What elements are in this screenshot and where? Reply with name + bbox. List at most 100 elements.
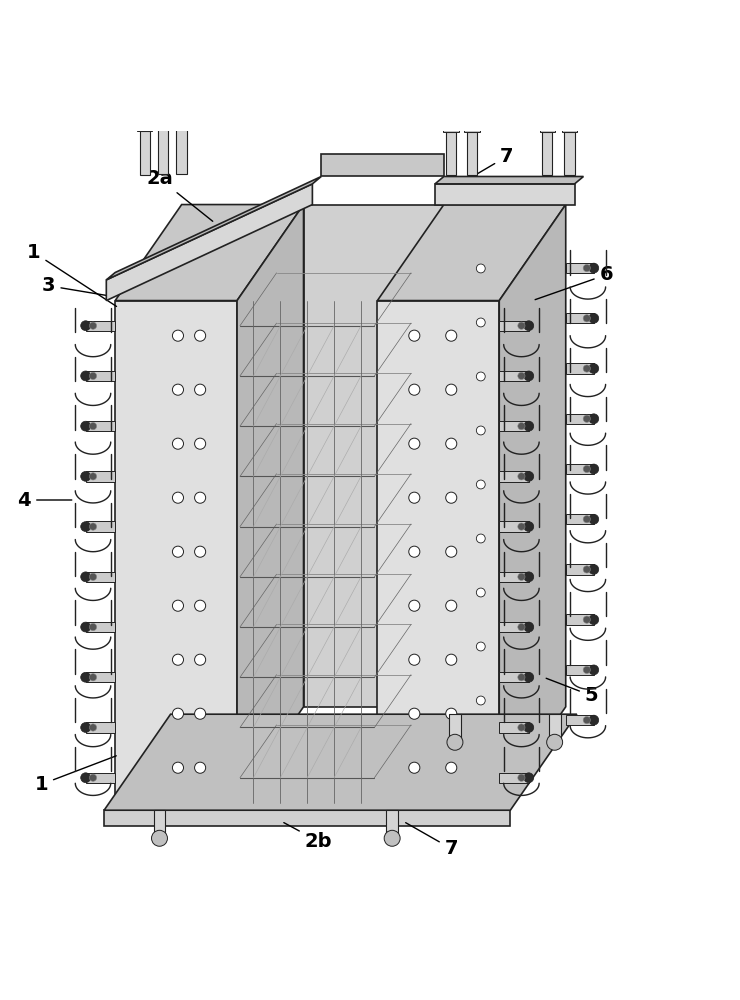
Polygon shape: [542, 132, 553, 175]
Text: 1: 1: [27, 243, 116, 306]
Circle shape: [195, 438, 206, 449]
Circle shape: [195, 600, 206, 611]
Circle shape: [81, 622, 90, 632]
Circle shape: [583, 516, 591, 523]
Circle shape: [408, 438, 420, 449]
Text: 5: 5: [546, 678, 599, 705]
Circle shape: [518, 372, 525, 380]
Circle shape: [589, 615, 599, 625]
Text: 2a: 2a: [146, 169, 212, 221]
Polygon shape: [566, 263, 593, 273]
Circle shape: [524, 522, 534, 532]
Circle shape: [589, 313, 599, 323]
Polygon shape: [566, 313, 593, 323]
Circle shape: [583, 566, 591, 573]
Polygon shape: [562, 124, 577, 132]
Circle shape: [81, 723, 90, 732]
Polygon shape: [566, 614, 593, 625]
Circle shape: [589, 565, 599, 574]
Polygon shape: [435, 184, 574, 205]
Text: 2b: 2b: [284, 823, 332, 851]
Circle shape: [408, 492, 420, 503]
Circle shape: [195, 654, 206, 665]
Circle shape: [524, 572, 534, 582]
Circle shape: [81, 522, 90, 532]
Circle shape: [172, 708, 184, 719]
Polygon shape: [449, 714, 461, 742]
Circle shape: [524, 371, 534, 381]
Polygon shape: [566, 464, 593, 474]
Circle shape: [518, 523, 525, 530]
Circle shape: [408, 708, 420, 719]
Circle shape: [524, 471, 534, 481]
Circle shape: [90, 724, 97, 731]
Circle shape: [81, 672, 90, 682]
Polygon shape: [500, 672, 529, 682]
Text: 7: 7: [406, 823, 458, 858]
Circle shape: [90, 322, 97, 329]
Polygon shape: [137, 123, 152, 131]
Text: 4: 4: [18, 490, 72, 510]
Circle shape: [445, 546, 457, 557]
Circle shape: [81, 572, 90, 582]
Polygon shape: [86, 471, 115, 482]
Polygon shape: [539, 124, 555, 132]
Text: 6: 6: [535, 265, 613, 300]
Polygon shape: [566, 665, 593, 675]
Circle shape: [90, 623, 97, 631]
Circle shape: [90, 674, 97, 681]
Circle shape: [81, 321, 90, 331]
Circle shape: [518, 724, 525, 731]
Circle shape: [445, 762, 457, 773]
Circle shape: [81, 371, 90, 381]
Circle shape: [90, 774, 97, 781]
Polygon shape: [86, 773, 115, 783]
Circle shape: [445, 384, 457, 395]
Polygon shape: [140, 131, 150, 175]
Polygon shape: [500, 521, 529, 532]
Polygon shape: [500, 773, 529, 783]
Circle shape: [445, 654, 457, 665]
Circle shape: [172, 600, 184, 611]
Polygon shape: [500, 371, 529, 381]
Circle shape: [589, 414, 599, 424]
Circle shape: [195, 708, 206, 719]
Polygon shape: [104, 714, 576, 810]
Polygon shape: [176, 129, 186, 174]
Polygon shape: [237, 205, 303, 803]
Circle shape: [172, 330, 184, 341]
Circle shape: [477, 696, 485, 705]
Circle shape: [445, 492, 457, 503]
Circle shape: [589, 514, 599, 524]
Circle shape: [583, 415, 591, 422]
Polygon shape: [566, 514, 593, 524]
Polygon shape: [86, 572, 115, 582]
Circle shape: [195, 330, 206, 341]
Polygon shape: [435, 176, 583, 184]
Polygon shape: [86, 521, 115, 532]
Polygon shape: [107, 176, 321, 280]
Circle shape: [583, 616, 591, 623]
Polygon shape: [467, 132, 477, 175]
Polygon shape: [566, 564, 593, 575]
Polygon shape: [500, 572, 529, 582]
Circle shape: [445, 438, 457, 449]
Circle shape: [518, 423, 525, 430]
Circle shape: [524, 672, 534, 682]
Polygon shape: [566, 363, 593, 374]
Circle shape: [589, 665, 599, 675]
Circle shape: [524, 421, 534, 431]
Circle shape: [172, 438, 184, 449]
Polygon shape: [500, 205, 566, 803]
Circle shape: [547, 734, 562, 750]
Polygon shape: [565, 132, 574, 175]
Circle shape: [90, 423, 97, 430]
Polygon shape: [107, 184, 312, 301]
Polygon shape: [86, 622, 115, 632]
Circle shape: [90, 473, 97, 480]
Polygon shape: [86, 722, 115, 733]
Polygon shape: [86, 672, 115, 682]
Circle shape: [477, 426, 485, 435]
Circle shape: [524, 622, 534, 632]
Polygon shape: [386, 810, 398, 838]
